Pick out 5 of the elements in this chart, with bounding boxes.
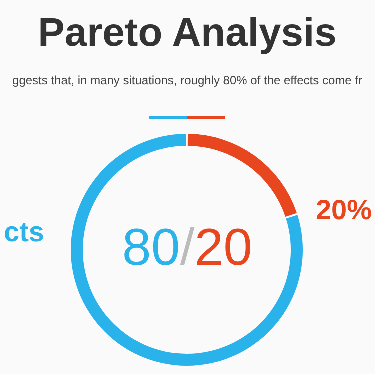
text: 80/20 <box>122 219 253 277</box>
chart-subtitle: ggests that, in many situations, roughly 80% of the effects come fr <box>12 74 362 88</box>
slice-label: cts <box>4 216 44 248</box>
chart-title: Pareto Analysis <box>38 11 337 55</box>
slice-label: 20% <box>316 194 372 226</box>
